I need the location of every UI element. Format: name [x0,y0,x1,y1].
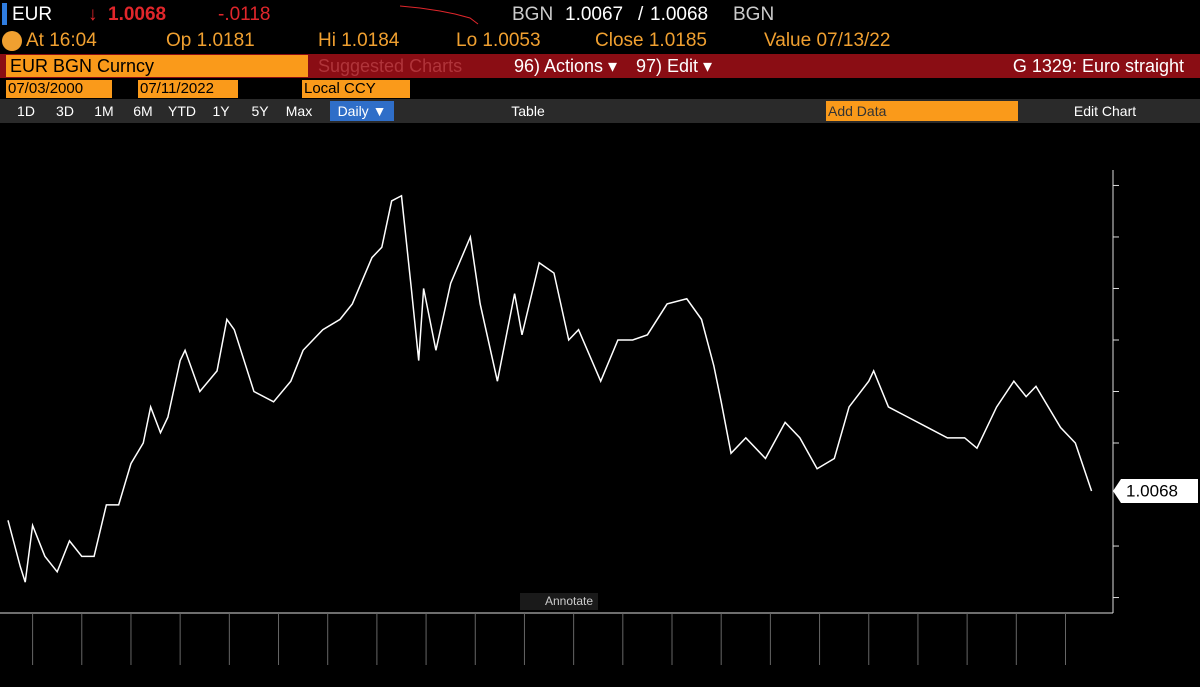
x-tick-label: '21 [1030,641,1052,660]
start-date[interactable]: 07/03/2000 [6,80,112,98]
x-tick-label: '07 [341,641,363,660]
x-tick-label: '13 [636,641,658,660]
edit-chart[interactable]: Edit Chart [1073,103,1137,119]
down-arrow: ↓ [88,4,98,25]
y-tick-label: 1.50 [1123,228,1154,245]
bid-ccy: BGN [512,4,554,25]
price-line [7,194,1093,583]
suggested-charts[interactable]: Suggested Charts [318,56,463,76]
x-tick-label: '16 [784,641,806,660]
x-tick-label: '10 [489,641,511,660]
x-tick-label: '05 [243,641,265,660]
sep: / [638,4,644,25]
y-tick-label: 1.10 [1123,434,1154,451]
chart-title: Euro [8,129,76,162]
chart-name: G 1329: Euro straight [1012,56,1184,76]
frequency[interactable]: Daily ▼ [330,101,394,121]
y-tick-label: 1.30 [1123,331,1154,348]
ask: 1.0068 [650,4,709,25]
clock-icon [2,31,22,51]
period-button[interactable]: 5Y [251,103,269,119]
y-tick-label: 1.60 [1123,177,1154,194]
open: Op 1.0181 [166,30,255,51]
change: -.0118 [218,4,271,25]
x-tick-label: '03 [144,641,166,660]
x-tick-label: '06 [292,641,314,660]
low: Lo 1.0053 [456,30,541,51]
x-tick-label: '08 [390,641,412,660]
table[interactable]: Table [511,103,545,119]
period-button[interactable]: Max [285,103,313,119]
x-tick-label: '04 [194,641,216,660]
end-date[interactable]: 07/11/2022 [138,80,238,98]
x-tick-label: '18 [882,641,904,660]
source: Source: Bloomberg [8,668,119,682]
period-button[interactable]: 1M [94,103,114,119]
period-button[interactable]: 6M [133,103,153,119]
close: Close 1.0185 [595,30,707,51]
last-price-tag [1113,479,1198,504]
y-tick-label: 1.20 [1123,383,1154,400]
annotate[interactable]: Annotate [545,594,593,608]
x-tick-label: '12 [587,641,609,660]
y-tick-label: 0.80 [1123,589,1154,606]
period-button[interactable]: YTD [168,103,196,119]
y-tick-label: 0.90 [1123,537,1154,554]
last-price: 1.0068 [108,4,167,25]
y-tick-label: 1.40 [1123,280,1154,297]
x-tick-label: '15 [735,641,757,660]
actions[interactable]: 96) Actions ▾ [514,56,618,76]
annotate-bg [520,593,598,610]
add-data[interactable]: Add Data [826,101,1018,121]
marker [2,3,7,25]
x-tick-label: '11 [539,641,560,660]
period-button[interactable]: 3D [56,103,74,119]
ticker: EUR [12,4,53,25]
x-tick-label: '14 [686,641,708,660]
x-tick-label: '22 [1079,641,1101,660]
edit[interactable]: 97) Edit ▾ [636,56,713,76]
x-tick-label: '01 [46,641,68,660]
value-date: Value 07/13/22 [764,30,891,51]
at: At 16:04 [26,30,97,51]
ask-ccy: BGN [733,4,775,25]
security[interactable]: EUR BGN Curncy [6,55,308,77]
last-price-label: 1.0068 [1126,482,1178,501]
x-tick-label: '09 [440,641,462,660]
period-button[interactable]: 1D [17,103,35,119]
x-tick-label: '20 [981,641,1003,660]
currency[interactable]: Local CCY [302,80,410,98]
x-tick-label: '17 [833,641,855,660]
sparkline [400,5,479,25]
bid: 1.0067 [565,4,624,25]
x-tick-label: '02 [95,641,117,660]
x-tick-label: '19 [931,641,953,660]
period-button[interactable]: 1Y [212,103,230,119]
high: Hi 1.0184 [318,30,400,51]
